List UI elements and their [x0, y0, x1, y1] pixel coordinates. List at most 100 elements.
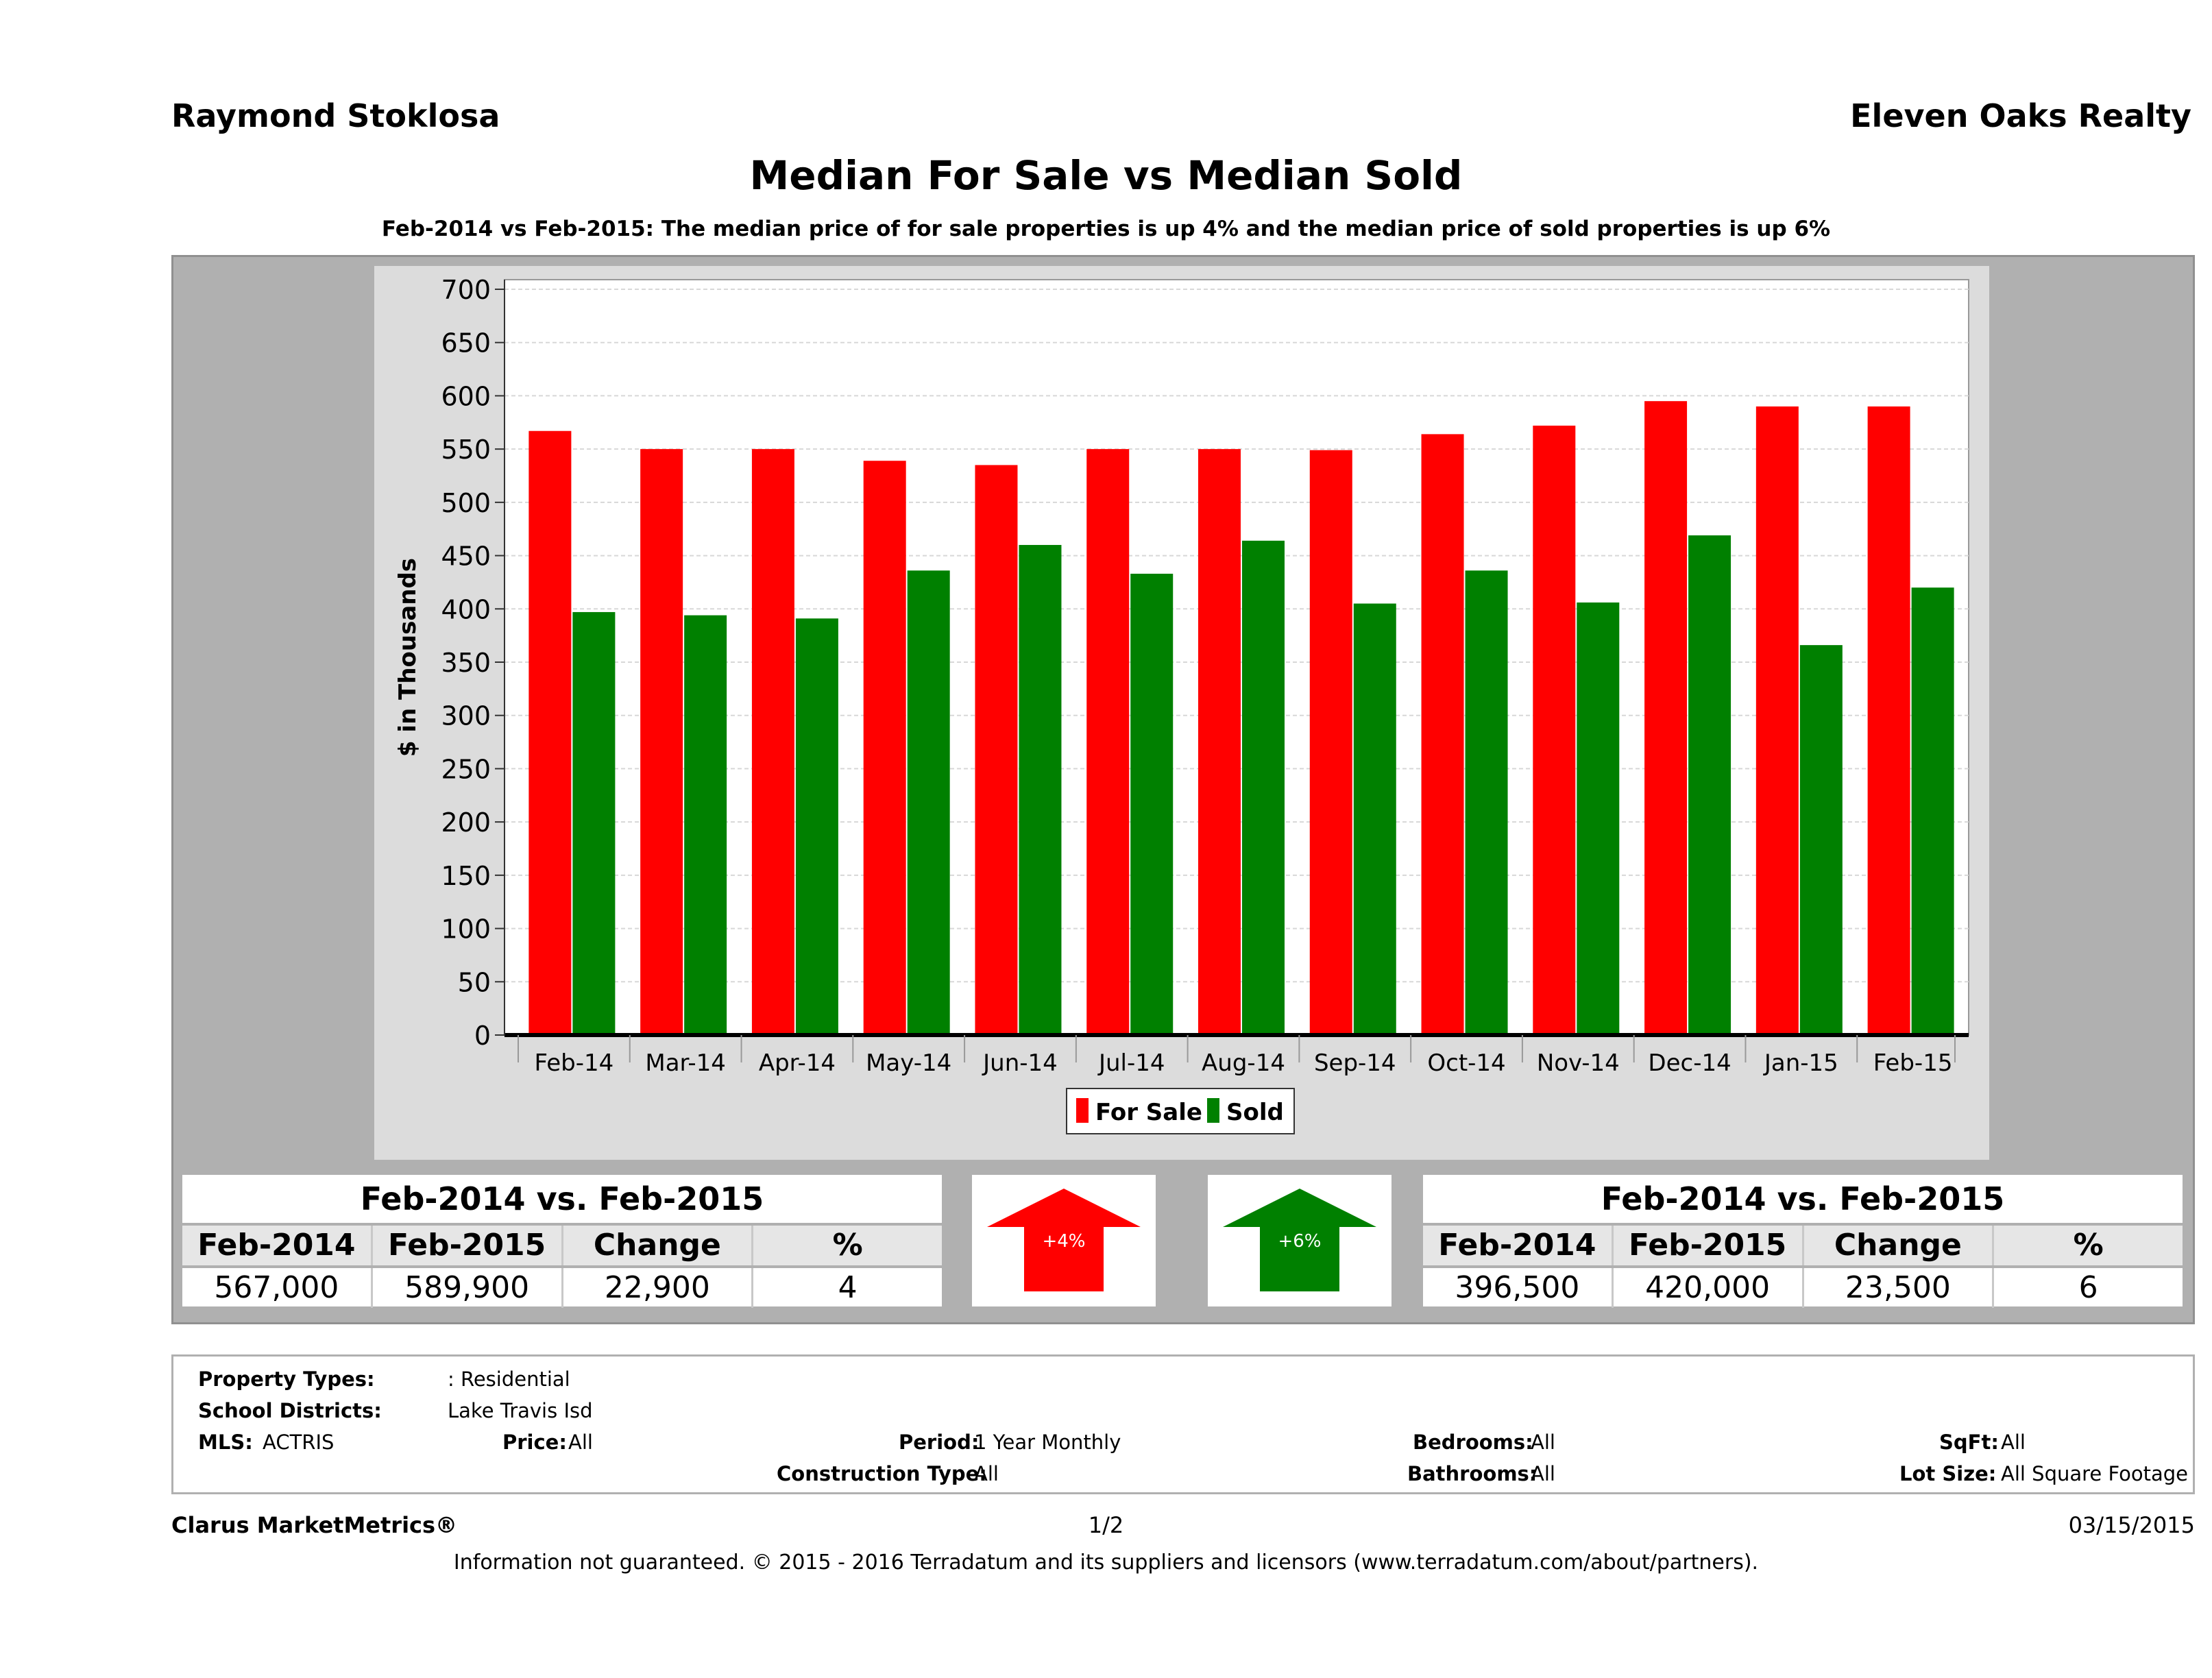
bar-sold	[1242, 540, 1285, 1035]
legend-label-sold: Sold	[1226, 1099, 1284, 1126]
bar-sold	[1130, 573, 1174, 1035]
bar-sold	[1353, 603, 1396, 1035]
for-sale-value-start: 567,000	[182, 1268, 373, 1308]
sold-change-badge-label: +6%	[1278, 1231, 1321, 1252]
company-name: Eleven Oaks Realty	[1850, 97, 2191, 134]
bar-sold	[1019, 545, 1062, 1035]
y-tick-label: 700	[441, 275, 491, 305]
bar-for-sale	[751, 449, 794, 1035]
for-sale-summary-table: Feb-2014 vs. Feb-2015 Feb-2014 Feb-2015 …	[182, 1175, 942, 1308]
y-tick-label: 300	[441, 701, 491, 731]
chart-subtitle: Feb-2014 vs Feb-2015: The median price o…	[381, 217, 1831, 241]
up-arrow-icon: +4%	[987, 1189, 1141, 1291]
bar-for-sale	[528, 430, 572, 1035]
bathrooms-value: All	[1531, 1462, 1555, 1485]
y-tick-label: 200	[441, 807, 491, 838]
up-arrow-icon: +6%	[1223, 1189, 1376, 1291]
x-tick-label: Apr-14	[759, 1049, 836, 1077]
x-tick-label: Sep-14	[1314, 1049, 1396, 1077]
bar-sold	[572, 611, 616, 1035]
bathrooms-label: Bathrooms:	[1407, 1462, 1538, 1485]
x-tick-label: Dec-14	[1648, 1049, 1731, 1077]
x-tick-label: Jul-14	[1097, 1049, 1165, 1077]
legend-swatch-for-sale	[1076, 1098, 1089, 1123]
sold-header-change: Change	[1804, 1226, 1995, 1265]
bar-for-sale	[1309, 450, 1352, 1035]
sold-header-percent: %	[2073, 1228, 2104, 1263]
property-types-label: Property Types:	[198, 1367, 375, 1391]
y-tick-label: 100	[441, 914, 491, 945]
construction-type-value: All	[974, 1462, 999, 1485]
bedrooms-value: All	[1531, 1431, 1555, 1454]
disclaimer: Information not guaranteed. © 2015 - 201…	[453, 1551, 1759, 1574]
chart-legend: For Sale Sold	[1066, 1088, 1295, 1134]
report-date: 03/15/2015	[2068, 1512, 2195, 1538]
x-tick-label: Feb-15	[1873, 1049, 1953, 1077]
price-value: All	[568, 1431, 593, 1454]
y-tick-label: 550	[441, 435, 491, 465]
sold-value-percent: 6	[2078, 1270, 2098, 1305]
bar-sold	[1577, 602, 1620, 1035]
bar-sold	[1688, 535, 1731, 1035]
y-tick-label: 450	[441, 542, 491, 572]
y-tick-label: 350	[441, 648, 491, 678]
sold-value-change: 23,500	[1804, 1268, 1995, 1308]
school-districts-value: Lake Travis Isd	[448, 1399, 593, 1422]
bar-for-sale	[1421, 434, 1464, 1035]
page-number: 1/2	[1088, 1512, 1124, 1538]
sold-summary-table: Feb-2014 vs. Feb-2015 Feb-2014 Feb-2015 …	[1423, 1175, 2183, 1308]
bar-for-sale	[1086, 449, 1130, 1035]
x-tick-label: Feb-14	[535, 1049, 614, 1077]
bar-for-sale	[1198, 449, 1241, 1035]
y-tick-label: 400	[441, 594, 491, 624]
for-sale-header-end: Feb-2015	[373, 1226, 563, 1265]
for-sale-change-badge-label: +4%	[1042, 1231, 1085, 1252]
bar-for-sale	[1755, 406, 1799, 1035]
bar-for-sale	[975, 465, 1018, 1035]
bar-sold	[1799, 645, 1843, 1035]
legend-box	[1066, 1088, 1295, 1134]
sold-change-badge: +6%	[1208, 1175, 1391, 1306]
bar-sold	[684, 615, 727, 1035]
bar-chart: 0 50 100 150 200 250 300 350 400 450 500 550 600 650 7…	[374, 266, 1989, 1160]
footer-brand: Clarus MarketMetrics®	[171, 1512, 458, 1538]
school-districts-label: School Districts:	[198, 1399, 382, 1422]
y-tick-label: 500	[441, 488, 491, 518]
bar-sold	[1465, 570, 1508, 1035]
lot-size-value: All Square Footage	[2001, 1462, 2189, 1485]
legend-label-for-sale: For Sale	[1095, 1099, 1202, 1126]
y-tick-label: 150	[441, 861, 491, 891]
for-sale-header-change: Change	[563, 1226, 754, 1265]
sold-summary-caption: Feb-2014 vs. Feb-2015	[1423, 1175, 2183, 1226]
x-tick-label: Aug-14	[1202, 1049, 1285, 1077]
y-tick-label: 600	[441, 381, 491, 411]
property-types-value: : Residential	[448, 1367, 570, 1391]
y-tick-label: 50	[458, 967, 491, 997]
bar-for-sale	[863, 461, 906, 1035]
bar-for-sale	[1867, 406, 1910, 1035]
mls-label: MLS:	[198, 1431, 253, 1454]
x-tick-label: Jan-15	[1763, 1049, 1838, 1077]
sold-header-start: Feb-2014	[1423, 1226, 1614, 1265]
y-axis-label: $ in Thousands	[394, 558, 422, 757]
legend-swatch-sold	[1207, 1098, 1219, 1123]
period-value: 1 Year Monthly	[974, 1431, 1121, 1454]
mls-value: ACTRIS	[263, 1431, 335, 1454]
sqft-label: SqFt:	[1939, 1431, 1999, 1454]
sqft-value: All	[2001, 1431, 2026, 1454]
x-tick-label: May-14	[866, 1049, 951, 1077]
for-sale-value-percent: 4	[838, 1270, 858, 1305]
price-label: Price:	[502, 1431, 567, 1454]
y-tick-label: 650	[441, 328, 491, 358]
for-sale-change-badge: +4%	[972, 1175, 1156, 1306]
for-sale-header-start: Feb-2014	[182, 1226, 373, 1265]
for-sale-value-end: 589,900	[373, 1268, 563, 1308]
lot-size-label: Lot Size:	[1899, 1462, 1997, 1485]
for-sale-summary-caption: Feb-2014 vs. Feb-2015	[182, 1175, 942, 1226]
bar-for-sale	[1533, 425, 1576, 1035]
bedrooms-label: Bedrooms:	[1413, 1431, 1533, 1454]
x-tick-label: Oct-14	[1427, 1049, 1505, 1077]
construction-type-label: Construction Type:	[777, 1462, 987, 1485]
x-tick-label: Mar-14	[645, 1049, 726, 1077]
bar-sold	[1911, 587, 1954, 1035]
